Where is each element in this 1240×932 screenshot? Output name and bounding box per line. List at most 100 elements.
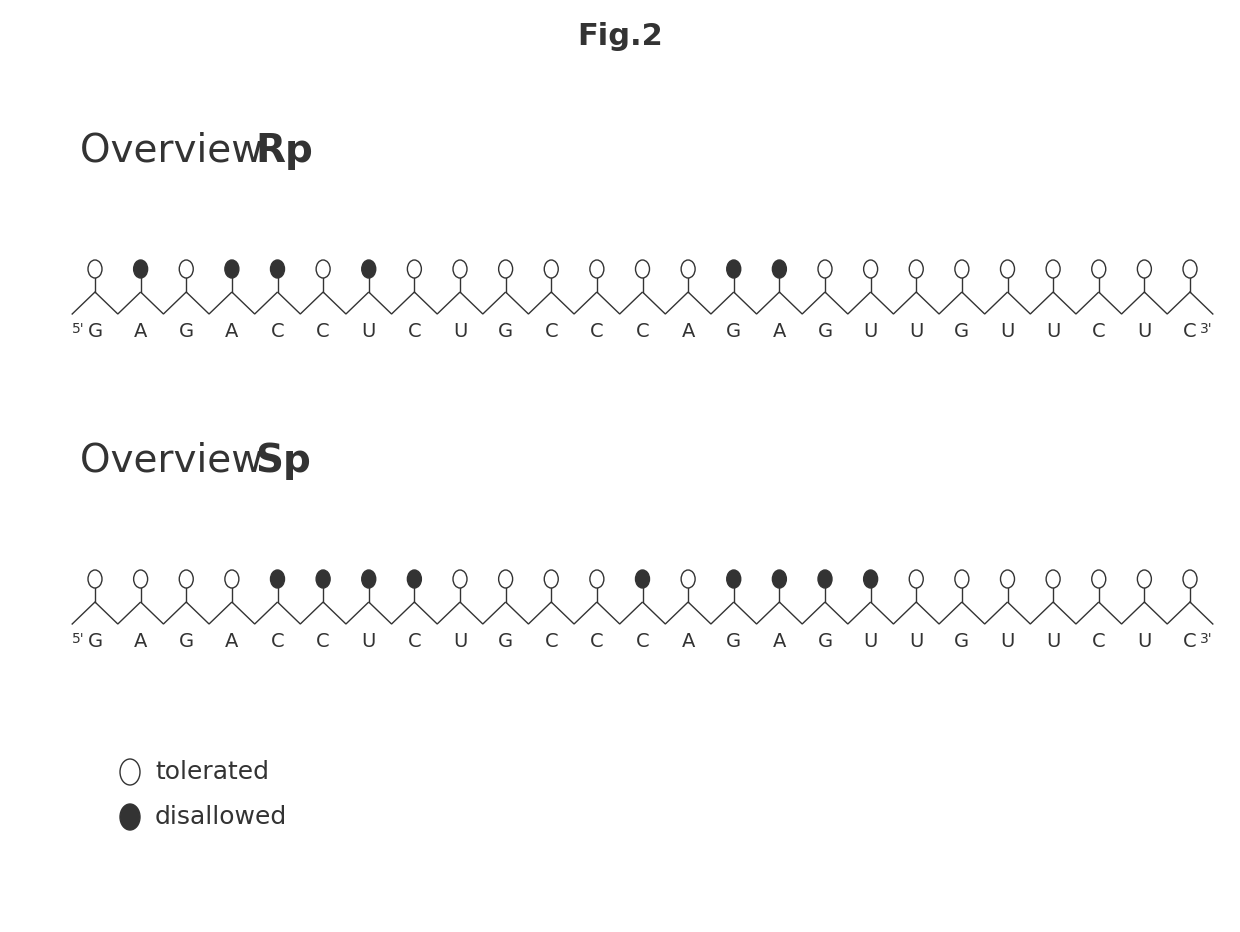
Text: G: G xyxy=(817,632,832,651)
Ellipse shape xyxy=(955,570,968,588)
Text: A: A xyxy=(773,632,786,651)
Ellipse shape xyxy=(818,570,832,588)
Text: Rp: Rp xyxy=(255,132,312,170)
Ellipse shape xyxy=(681,260,696,278)
Text: Overview: Overview xyxy=(81,132,275,170)
Ellipse shape xyxy=(727,260,740,278)
Text: C: C xyxy=(270,632,284,651)
Text: U: U xyxy=(453,632,467,651)
Ellipse shape xyxy=(727,570,740,588)
Text: G: G xyxy=(498,632,513,651)
Text: C: C xyxy=(544,322,558,341)
Text: G: G xyxy=(179,322,193,341)
Ellipse shape xyxy=(316,570,330,588)
Ellipse shape xyxy=(453,260,467,278)
Text: G: G xyxy=(727,632,742,651)
Text: A: A xyxy=(226,322,238,341)
Text: U: U xyxy=(1137,322,1152,341)
Text: G: G xyxy=(179,632,193,651)
Text: U: U xyxy=(1137,632,1152,651)
Ellipse shape xyxy=(1091,260,1106,278)
Ellipse shape xyxy=(635,260,650,278)
Text: 3': 3' xyxy=(1200,632,1213,646)
Text: U: U xyxy=(863,322,878,341)
Ellipse shape xyxy=(498,570,512,588)
Text: A: A xyxy=(682,632,694,651)
Ellipse shape xyxy=(362,570,376,588)
Text: 5': 5' xyxy=(72,632,86,646)
Text: A: A xyxy=(773,322,786,341)
Text: C: C xyxy=(636,632,650,651)
Ellipse shape xyxy=(909,260,924,278)
Ellipse shape xyxy=(1047,570,1060,588)
Text: U: U xyxy=(362,322,376,341)
Ellipse shape xyxy=(1183,260,1197,278)
Text: 5': 5' xyxy=(72,322,86,336)
Ellipse shape xyxy=(408,260,422,278)
Text: U: U xyxy=(863,632,878,651)
Ellipse shape xyxy=(362,260,376,278)
Text: Overview: Overview xyxy=(81,442,275,480)
Text: U: U xyxy=(362,632,376,651)
Ellipse shape xyxy=(88,260,102,278)
Text: A: A xyxy=(226,632,238,651)
Ellipse shape xyxy=(224,570,239,588)
Text: G: G xyxy=(88,632,103,651)
Ellipse shape xyxy=(453,570,467,588)
Ellipse shape xyxy=(134,570,148,588)
Text: A: A xyxy=(134,322,148,341)
Text: U: U xyxy=(909,632,924,651)
Text: G: G xyxy=(498,322,513,341)
Ellipse shape xyxy=(681,570,696,588)
Text: 3': 3' xyxy=(1200,322,1213,336)
Text: G: G xyxy=(88,322,103,341)
Ellipse shape xyxy=(1183,570,1197,588)
Ellipse shape xyxy=(773,260,786,278)
Text: U: U xyxy=(1045,322,1060,341)
Ellipse shape xyxy=(316,260,330,278)
Text: U: U xyxy=(453,322,467,341)
Text: G: G xyxy=(955,322,970,341)
Text: U: U xyxy=(1001,322,1014,341)
Ellipse shape xyxy=(544,260,558,278)
Text: C: C xyxy=(270,322,284,341)
Text: A: A xyxy=(134,632,148,651)
Ellipse shape xyxy=(955,260,968,278)
Text: Fig.2: Fig.2 xyxy=(577,22,663,51)
Text: C: C xyxy=(1092,322,1106,341)
Text: G: G xyxy=(727,322,742,341)
Ellipse shape xyxy=(408,570,422,588)
Ellipse shape xyxy=(544,570,558,588)
Ellipse shape xyxy=(120,759,140,785)
Text: C: C xyxy=(1183,322,1197,341)
Text: tolerated: tolerated xyxy=(155,760,269,784)
Text: A: A xyxy=(682,322,694,341)
Ellipse shape xyxy=(224,260,239,278)
Ellipse shape xyxy=(134,260,148,278)
Ellipse shape xyxy=(1001,570,1014,588)
Ellipse shape xyxy=(180,260,193,278)
Text: C: C xyxy=(636,322,650,341)
Text: C: C xyxy=(590,632,604,651)
Text: U: U xyxy=(1001,632,1014,651)
Text: C: C xyxy=(316,322,330,341)
Ellipse shape xyxy=(1001,260,1014,278)
Ellipse shape xyxy=(863,570,878,588)
Ellipse shape xyxy=(1137,260,1152,278)
Text: C: C xyxy=(316,632,330,651)
Text: C: C xyxy=(544,632,558,651)
Ellipse shape xyxy=(88,570,102,588)
Text: U: U xyxy=(1045,632,1060,651)
Ellipse shape xyxy=(270,260,284,278)
Ellipse shape xyxy=(498,260,512,278)
Ellipse shape xyxy=(590,260,604,278)
Ellipse shape xyxy=(635,570,650,588)
Text: C: C xyxy=(590,322,604,341)
Ellipse shape xyxy=(590,570,604,588)
Ellipse shape xyxy=(270,570,284,588)
Text: G: G xyxy=(817,322,832,341)
Ellipse shape xyxy=(180,570,193,588)
Text: C: C xyxy=(408,632,422,651)
Ellipse shape xyxy=(909,570,924,588)
Text: disallowed: disallowed xyxy=(155,805,288,829)
